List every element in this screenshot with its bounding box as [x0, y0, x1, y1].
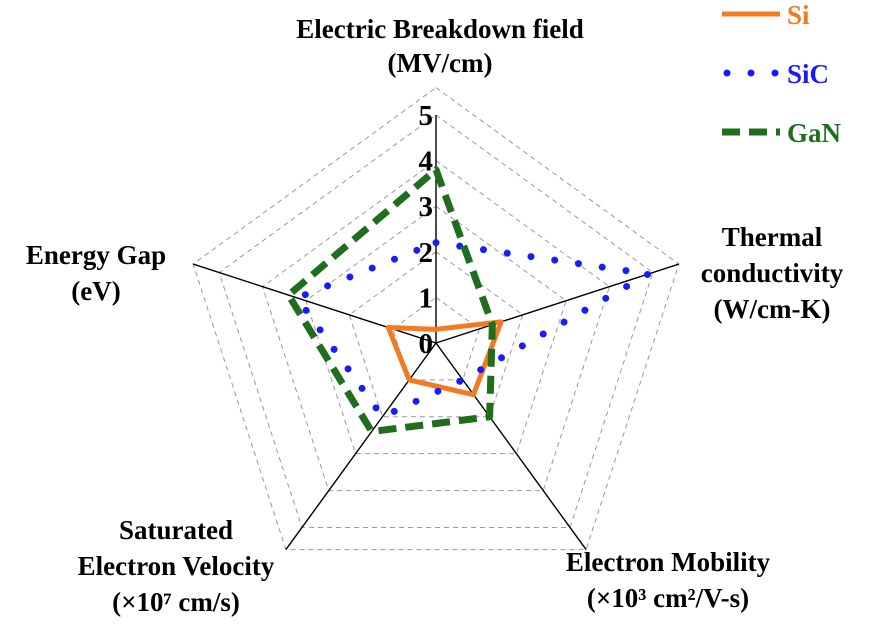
- axis-label-3: Electron Mobility (×10³ cm²/V-s): [566, 547, 771, 613]
- axis-label-4: Saturated Electron Velocity (×10⁷ cm/s): [78, 515, 275, 617]
- axis-label-1: Electric Breakdown field (MV/cm): [296, 14, 583, 78]
- r-tick-label: 4: [419, 146, 434, 178]
- r-tick-label: 3: [419, 191, 434, 223]
- axis-labels: Electric Breakdown field (MV/cm) Thermal co…: [26, 14, 844, 617]
- spoke-2: [435, 263, 680, 344]
- series-gan-line: [285, 166, 496, 436]
- grid-ring-5: [218, 114, 654, 528]
- spoke-4: [285, 342, 437, 551]
- r-tick-label: 0: [419, 328, 434, 360]
- r-tick-label: 2: [419, 237, 434, 269]
- legend: Si SiC GaN: [722, 0, 842, 148]
- legend-item-si: Si: [722, 0, 810, 30]
- spokes: [192, 115, 680, 551]
- grid-ring-4: [261, 159, 611, 492]
- legend-label: GaN: [787, 118, 842, 148]
- legend-label: SiC: [787, 59, 829, 89]
- series: [285, 166, 653, 436]
- axis-label-5: Energy Gap (eV): [26, 240, 166, 306]
- legend-item-gan: GaN: [722, 118, 842, 148]
- legend-label: Si: [787, 0, 810, 30]
- radial-tick-labels: 0 1 2 3 4 5: [419, 100, 434, 360]
- grid-outer-ring: [192, 87, 680, 551]
- r-tick-label: 1: [419, 282, 434, 314]
- r-tick-label: 5: [419, 100, 434, 132]
- legend-item-sic: SiC: [723, 59, 829, 89]
- spoke-3: [435, 342, 587, 551]
- axis-label-2: Thermal conductivity (W/cm-K): [701, 222, 844, 324]
